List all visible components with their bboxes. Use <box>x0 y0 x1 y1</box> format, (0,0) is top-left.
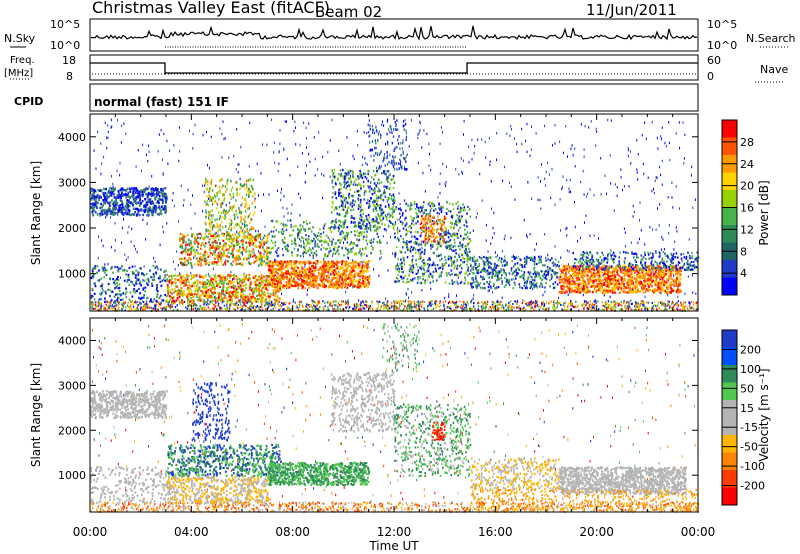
x-tick-label: 16:00 <box>478 525 513 539</box>
colorbar-tick-label: 20 <box>740 180 754 193</box>
colorbar-tick-label: 200 <box>740 343 761 356</box>
nave-label: Nave <box>760 63 788 76</box>
colorbar-tick-label: -200 <box>740 480 765 493</box>
nsky-trace <box>90 25 698 41</box>
y-tick-label: 4000 <box>58 334 86 347</box>
x-axis-label: Time UT <box>368 539 419 553</box>
colorbar-tick-label: 24 <box>740 158 754 171</box>
colorbar-segment <box>722 435 737 453</box>
freq-trace <box>90 62 698 74</box>
colorbar-segment <box>722 470 737 488</box>
colorbar-tick-label: 8 <box>740 245 747 258</box>
y-tick-label: 1000 <box>58 469 86 482</box>
x-tick-label: 12:00 <box>377 525 412 539</box>
colorbar-segment <box>722 260 737 278</box>
velocity-axes: 1000 2000 3000 4000 <box>58 318 699 512</box>
colorbar-tick-label: -15 <box>740 421 758 434</box>
colorbar-segment <box>722 190 737 208</box>
colorbar-segment <box>722 330 737 348</box>
x-tick-label: 20:00 <box>579 525 614 539</box>
colorbar-segment <box>722 382 737 401</box>
noise-tick-top-left: 10^5 <box>50 18 80 31</box>
velocity-colorbar: 200 100 50 15 -15 -50 -100 -200 <box>721 329 765 506</box>
power-axes: 1000 2000 3000 4000 <box>58 114 699 311</box>
colorbar-tick-label: 12 <box>740 223 754 236</box>
x-axis: 00:00 04:00 08:00 12:00 16:00 20:00 00:00 <box>73 525 716 539</box>
power-colorbar-label: Power [dB] <box>757 180 771 245</box>
colorbar-tick-label: 15 <box>740 402 754 415</box>
x-tick-label: 08:00 <box>275 525 310 539</box>
station-title: Christmas Valley East (fitACF) <box>92 0 330 17</box>
y-tick-label: 3000 <box>58 379 86 392</box>
freq-panel: 18 8 60 0 Freq. [MHz] Nave <box>4 54 788 83</box>
colorbar-tick-label: 4 <box>740 267 747 280</box>
power-panel: 1000 2000 3000 4000 Slant Range [km] <box>29 113 700 313</box>
noise-tick-top-right: 10^5 <box>707 18 737 31</box>
date-label: 11/Jun/2011 <box>586 1 677 19</box>
power-scatter <box>90 118 700 313</box>
beam-label: Beam 02 <box>315 3 382 21</box>
noise-tick-bottom-right: 10^0 <box>707 39 737 52</box>
colorbar-segment <box>722 120 737 138</box>
velocity-colorbar-label: Velocity [m s⁻¹] <box>757 368 771 461</box>
colorbar-tick-label: 100 <box>740 363 761 376</box>
colorbar-segment <box>722 207 737 226</box>
colorbar-segment <box>722 347 737 366</box>
noise-panel: 10^5 10^0 10^5 10^0 N.Sky N.Search <box>4 18 796 52</box>
y-tick-label: 4000 <box>58 131 86 144</box>
colorbar-segment <box>722 225 737 243</box>
nave-tick-top: 60 <box>707 54 721 67</box>
colorbar-segment <box>722 137 737 156</box>
velocity-ylabel: Slant Range [km] <box>29 363 43 467</box>
colorbar-segment <box>722 400 737 418</box>
y-tick-label: 2000 <box>58 222 86 235</box>
colorbar-segment <box>722 365 737 383</box>
colorbar-tick-label: 16 <box>740 202 754 215</box>
nsearch-label: N.Search <box>746 32 796 45</box>
nave-tick-bottom: 0 <box>707 70 714 83</box>
colorbar-tick-label: 50 <box>740 382 754 395</box>
colorbar-segment <box>722 172 737 191</box>
y-tick-label: 2000 <box>58 424 86 437</box>
x-tick-label: 00:00 <box>73 525 108 539</box>
cpid-panel: CPID normal (fast) 151 IF <box>14 83 699 112</box>
colorbar-tick-label: -100 <box>740 460 765 473</box>
power-colorbar: 28 24 20 16 12 8 4 <box>721 119 754 296</box>
noise-tick-bottom-left: 10^0 <box>50 39 80 52</box>
cpid-value: normal (fast) 151 IF <box>94 95 229 109</box>
freq-tick-bottom: 8 <box>66 70 73 83</box>
freq-label: Freq. <box>10 55 35 66</box>
nsky-label: N.Sky <box>4 32 36 45</box>
cpid-label: CPID <box>14 95 43 108</box>
colorbar-tick-label: 28 <box>740 136 754 149</box>
velocity-scatter <box>90 323 700 514</box>
power-ylabel: Slant Range [km] <box>29 161 43 265</box>
colorbar-segment <box>722 487 737 506</box>
colorbar-segment <box>722 277 737 296</box>
colorbar-segment <box>722 417 737 436</box>
velocity-panel: 1000 2000 3000 4000 Slant Range [km] <box>29 317 700 514</box>
colorbar-tick-label: -50 <box>740 441 758 454</box>
y-tick-label: 1000 <box>58 268 86 281</box>
y-tick-label: 3000 <box>58 176 86 189</box>
freq-tick-top: 18 <box>62 54 76 67</box>
x-tick-label: 04:00 <box>174 525 209 539</box>
colorbar-segment <box>722 452 737 471</box>
freq-unit-label: [MHz] <box>4 68 33 79</box>
x-tick-label: 00:00 <box>681 525 716 539</box>
